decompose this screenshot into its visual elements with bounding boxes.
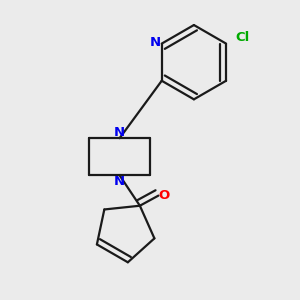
Text: Cl: Cl bbox=[236, 31, 250, 44]
Text: O: O bbox=[158, 189, 169, 202]
Text: N: N bbox=[114, 175, 125, 188]
Text: N: N bbox=[114, 126, 125, 139]
Text: N: N bbox=[150, 36, 161, 49]
